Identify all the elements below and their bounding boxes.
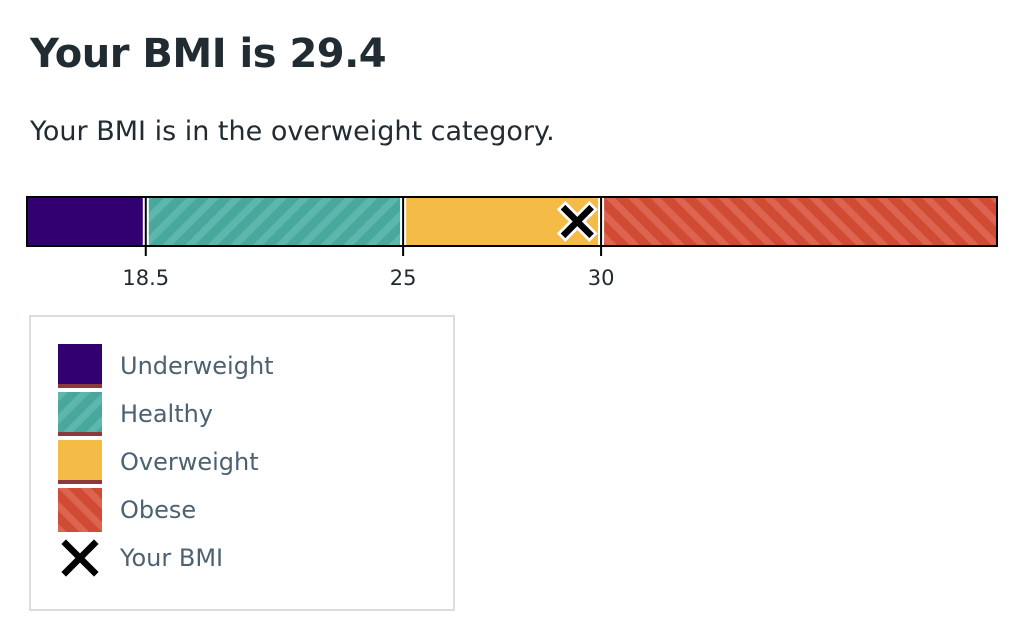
bmi-category-text: Your BMI is in the overweight category. xyxy=(30,116,555,147)
bar-segment-underweight xyxy=(27,197,146,246)
tick-label: 18.5 xyxy=(122,266,169,290)
legend-label-overweight: Overweight xyxy=(120,448,259,476)
bar-segment-healthy xyxy=(145,197,404,246)
page-title: Your BMI is 29.4 xyxy=(30,31,387,77)
your-bmi-marker xyxy=(556,201,598,242)
legend-label-obese: Obese xyxy=(120,496,197,524)
tick-label: 30 xyxy=(588,266,615,290)
legend-item-your-bmi: Your BMI xyxy=(58,535,223,581)
bar-segment-obese xyxy=(601,197,997,246)
underweight-swatch xyxy=(58,344,102,388)
cross-icon xyxy=(61,539,99,577)
legend-item-obese: Obese xyxy=(58,487,196,533)
legend-label-healthy: Healthy xyxy=(120,400,214,428)
bmi-range-chart: 18.5 25 30 xyxy=(26,196,998,290)
legend-item-overweight: Overweight xyxy=(58,439,259,485)
legend-label-underweight: Underweight xyxy=(120,352,274,380)
tick-label: 25 xyxy=(390,266,417,290)
legend-item-underweight: Underweight xyxy=(58,343,274,389)
legend-item-healthy: Healthy xyxy=(58,391,213,437)
bar-outline xyxy=(26,196,998,247)
obese-swatch xyxy=(58,488,102,532)
legend: Underweight Healthy Overweight Obese You… xyxy=(29,315,455,611)
overweight-swatch xyxy=(58,440,102,484)
healthy-swatch xyxy=(58,392,102,436)
legend-label-your-bmi: Your BMI xyxy=(120,544,224,572)
